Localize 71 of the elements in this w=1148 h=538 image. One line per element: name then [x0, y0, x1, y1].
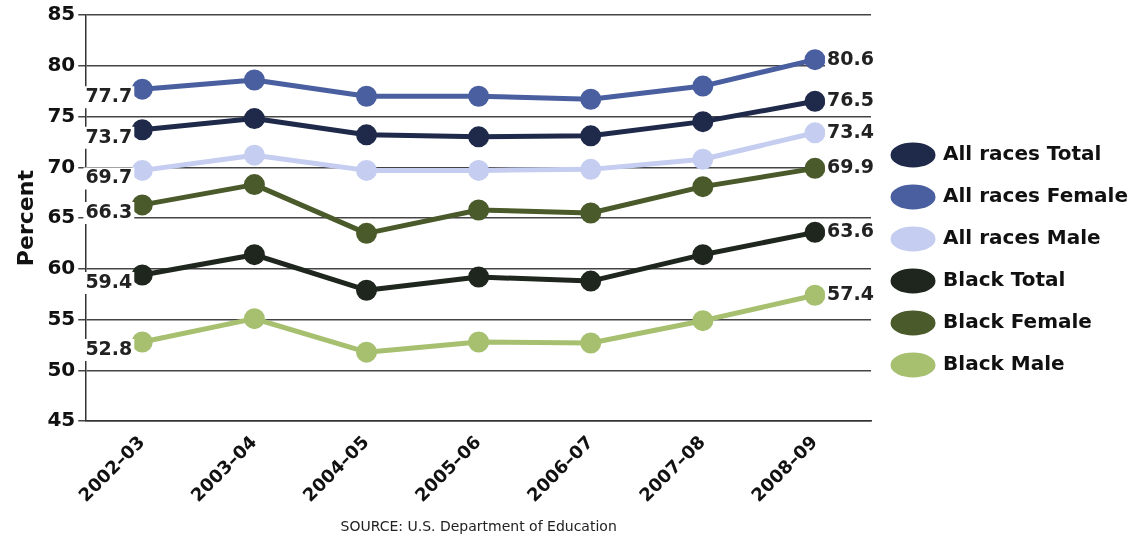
point: [804, 90, 826, 112]
y-tick-label: 45: [47, 407, 76, 432]
point: [243, 174, 265, 196]
y-tick-label: 80: [47, 51, 76, 76]
point: [468, 199, 490, 221]
point: [692, 75, 714, 97]
data-label: 66.3: [85, 199, 133, 222]
point: [243, 69, 265, 91]
point: [580, 88, 602, 110]
y-tick-label: 70: [47, 153, 76, 178]
y-tick-label: 65: [47, 204, 76, 229]
point: [131, 159, 153, 181]
data-label: 57.4: [826, 282, 874, 305]
point: [468, 85, 490, 107]
y-tick-label: 60: [47, 255, 76, 280]
legend-label: All races Female: [943, 183, 1129, 208]
point: [468, 331, 490, 353]
y-tick-label: 50: [47, 356, 76, 381]
point: [692, 111, 714, 133]
legend-label: Black Total: [943, 267, 1066, 292]
point: [131, 331, 153, 353]
point: [580, 125, 602, 147]
data-label: 52.8: [85, 336, 133, 359]
y-tick-label: 75: [47, 102, 76, 127]
point: [131, 78, 153, 100]
point: [131, 264, 153, 286]
point: [692, 176, 714, 198]
point: [804, 157, 826, 179]
point: [580, 332, 602, 354]
data-label: 73.7: [85, 124, 133, 147]
point: [692, 148, 714, 170]
data-label: 76.5: [826, 88, 874, 111]
y-tick-label: 55: [47, 305, 76, 330]
data-label: 59.4: [85, 269, 133, 292]
point: [243, 244, 265, 266]
y-axis-title: Percent: [12, 169, 38, 267]
point: [804, 284, 826, 306]
point: [356, 159, 378, 181]
legend-label: All races Total: [943, 141, 1102, 166]
point: [804, 49, 826, 71]
data-label: 73.4: [826, 119, 874, 142]
point: [468, 159, 490, 181]
legend-label: All races Male: [943, 225, 1101, 250]
point: [580, 202, 602, 224]
data-label: 63.6: [826, 219, 874, 242]
point: [356, 279, 378, 301]
point: [692, 310, 714, 332]
source-note: SOURCE: U.S. Department of Education: [340, 517, 617, 534]
point: [131, 194, 153, 216]
point: [243, 144, 265, 166]
point: [243, 308, 265, 330]
point: [243, 108, 265, 130]
data-label: 69.9: [826, 155, 874, 178]
legend-label: Black Female: [943, 309, 1092, 334]
data-label: 77.7: [85, 84, 133, 107]
point: [356, 222, 378, 244]
point: [356, 85, 378, 107]
point: [580, 270, 602, 292]
data-label: 80.6: [826, 46, 874, 69]
point: [356, 341, 378, 363]
point: [580, 158, 602, 180]
data-label: 69.7: [85, 165, 133, 188]
point: [356, 124, 378, 146]
point: [692, 244, 714, 266]
point: [131, 119, 153, 141]
point: [804, 122, 826, 144]
point: [468, 126, 490, 148]
y-tick-label: 85: [47, 1, 76, 26]
point: [468, 266, 490, 288]
legend-label: Black Male: [943, 351, 1065, 376]
point: [804, 221, 826, 243]
